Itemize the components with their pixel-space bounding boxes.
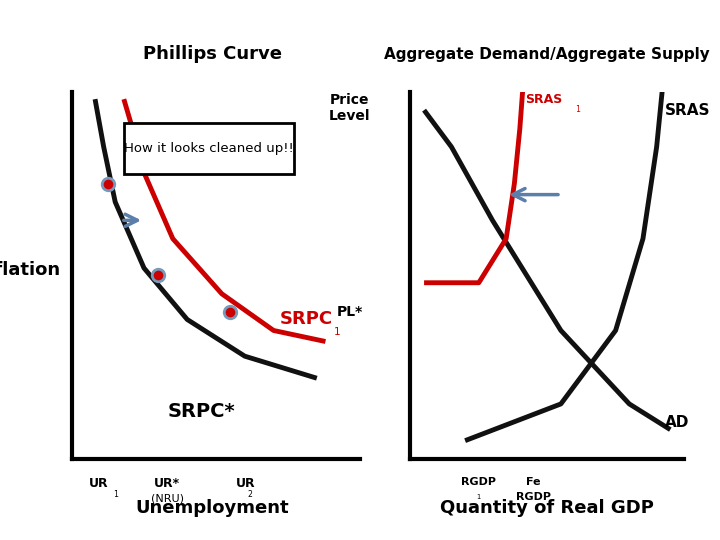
Text: SRPC*: SRPC* (168, 402, 235, 421)
Text: RGDP: RGDP (516, 492, 551, 502)
Text: UR: UR (89, 477, 108, 490)
Text: $_1$: $_1$ (575, 104, 581, 116)
Text: Quantity of Real GDP: Quantity of Real GDP (440, 498, 654, 517)
Text: SRAS: SRAS (526, 93, 562, 106)
Text: (NRU): (NRU) (150, 494, 184, 504)
Text: Unemployment: Unemployment (135, 498, 289, 517)
Text: UR: UR (236, 477, 256, 490)
Text: SRPC: SRPC (279, 310, 333, 328)
FancyBboxPatch shape (124, 123, 294, 174)
Text: AD: AD (665, 415, 689, 430)
Text: Inflation: Inflation (0, 261, 60, 279)
Text: Phillips Curve: Phillips Curve (143, 45, 282, 63)
Text: $_1$: $_1$ (114, 488, 120, 501)
Text: Price
Level: Price Level (328, 93, 370, 123)
Text: $_1$: $_1$ (476, 492, 482, 502)
Text: UR*: UR* (154, 477, 180, 490)
Text: Aggregate Demand/Aggregate Supply: Aggregate Demand/Aggregate Supply (384, 46, 710, 62)
Text: Fe: Fe (526, 477, 541, 488)
Text: $_1$: $_1$ (333, 323, 341, 338)
Text: $_2$: $_2$ (248, 488, 253, 501)
Text: How it looks cleaned up!!: How it looks cleaned up!! (124, 142, 294, 155)
Text: RGDP: RGDP (462, 477, 496, 488)
Text: PL*: PL* (337, 305, 363, 319)
Text: SRAS: SRAS (665, 103, 711, 118)
